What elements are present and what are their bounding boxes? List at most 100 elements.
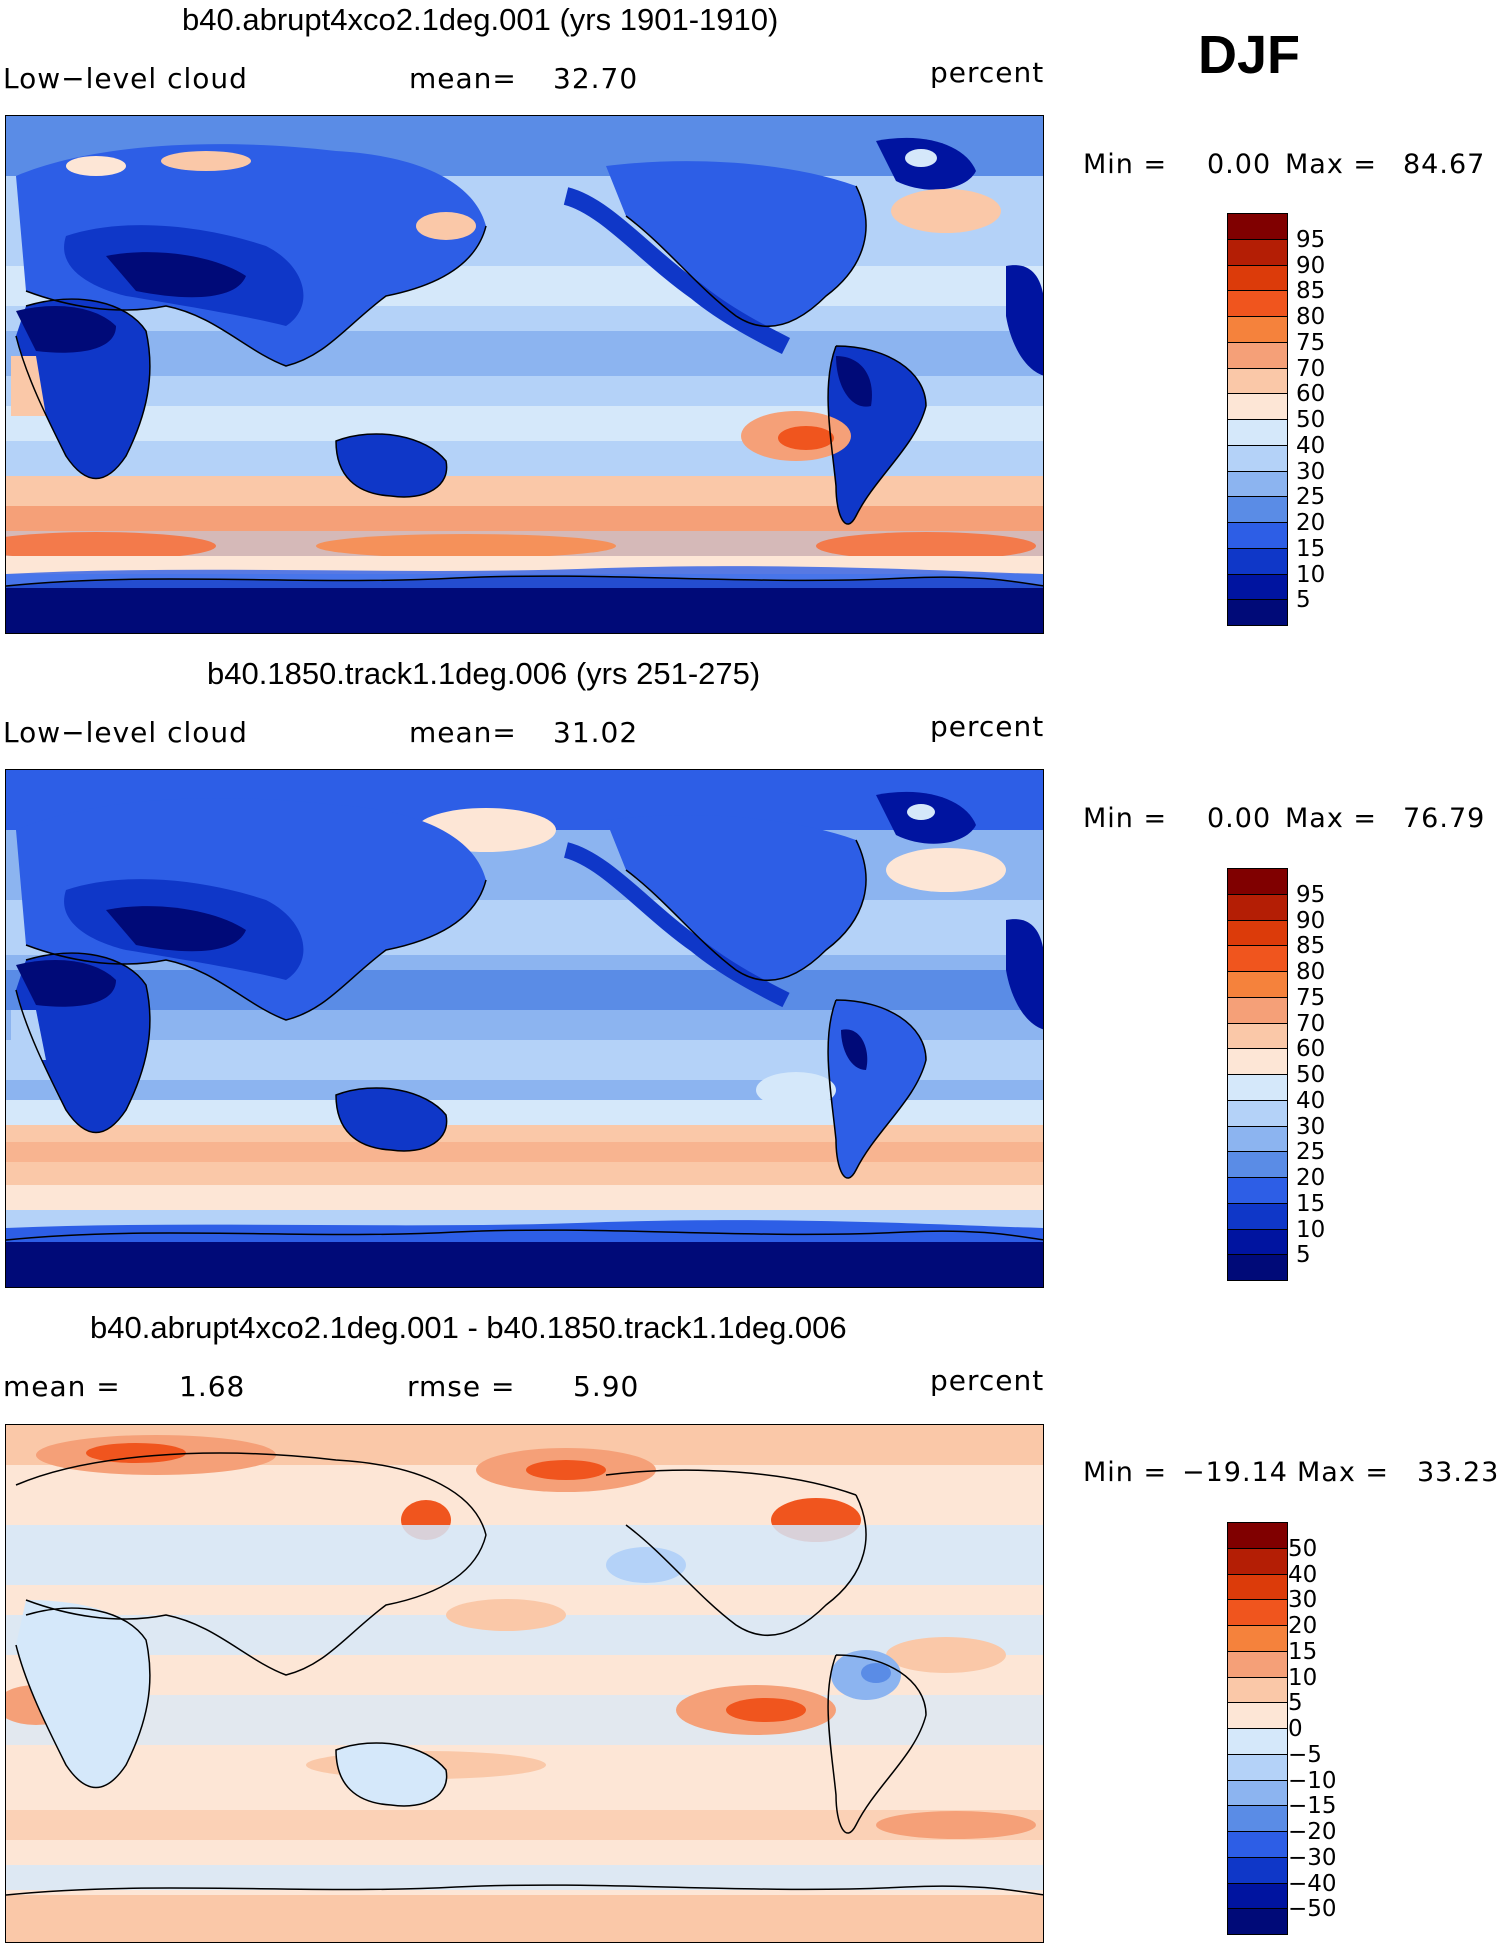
colorbar-tick-label: 75 (1296, 984, 1326, 1011)
panel-1-variable-label: Low−level cloud (3, 62, 248, 95)
colorbar-segment (1227, 1753, 1288, 1781)
colorbar-segment (1227, 1856, 1288, 1884)
colorbar-tick-label: 15 (1296, 535, 1326, 562)
colorbar-segment (1227, 1125, 1288, 1153)
panel-1-colorbar (1227, 213, 1290, 626)
panel-1-mean-value: 32.70 (553, 62, 639, 95)
panel-3-max-label: Max = (1297, 1457, 1390, 1488)
colorbar-tick-label: 15 (1296, 1190, 1326, 1217)
season-label: DJF (1198, 25, 1301, 85)
colorbar-tick-label: 85 (1296, 933, 1326, 960)
colorbar-segment (1227, 1022, 1288, 1050)
colorbar-tick-label: 20 (1288, 1613, 1318, 1639)
colorbar-tick-label: −15 (1288, 1793, 1337, 1820)
colorbar-segment (1227, 945, 1288, 972)
panel-2-min-value: 0.00 (1207, 803, 1272, 834)
colorbar-segment (1227, 213, 1288, 240)
colorbar-segment (1227, 1650, 1288, 1678)
colorbar-segment (1227, 1882, 1288, 1910)
panel-1-map-svg (6, 116, 1043, 633)
colorbar-segment (1227, 496, 1288, 523)
panel-2-mean-value: 31.02 (553, 716, 639, 749)
panel-3-mean-label: mean = (3, 1370, 121, 1403)
colorbar-tick-label: 95 (1296, 881, 1326, 908)
colorbar-segment (1227, 522, 1288, 549)
panel-2-map (5, 769, 1044, 1288)
colorbar-tick-label: 40 (1296, 432, 1326, 459)
colorbar-tick-label: 0 (1288, 1716, 1303, 1742)
panel-3-rmse-label: rmse = (407, 1370, 516, 1403)
colorbar-segment (1227, 1202, 1288, 1230)
panel-3-title: b40.abrupt4xco2.1deg.001 - b40.1850.trac… (90, 1310, 847, 1345)
colorbar-tick-label: −5 (1288, 1741, 1322, 1768)
colorbar-tick-label: 80 (1296, 959, 1326, 985)
colorbar-tick-label: 40 (1296, 1087, 1326, 1114)
colorbar-tick-label: 15 (1288, 1638, 1318, 1665)
colorbar-tick-label: 10 (1296, 1216, 1326, 1243)
colorbar-segment (1227, 367, 1288, 395)
panel-3-max-value: 33.23 (1417, 1457, 1499, 1488)
colorbar-tick-label: 75 (1296, 329, 1326, 356)
colorbar-tick-label: 25 (1296, 1139, 1326, 1166)
colorbar-tick-label: 60 (1296, 1036, 1326, 1063)
colorbar-segment (1227, 1151, 1288, 1178)
colorbar-tick-label: 60 (1296, 381, 1326, 408)
panel-3-map (5, 1424, 1044, 1943)
colorbar-segment (1227, 1779, 1288, 1807)
panel-3-rmse-value: 5.90 (573, 1370, 640, 1403)
colorbar-tick-label: 40 (1288, 1561, 1318, 1588)
colorbar-segment (1227, 868, 1288, 895)
colorbar-segment (1227, 1573, 1288, 1601)
colorbar-tick-label: 30 (1288, 1587, 1318, 1614)
panel-2-max-label: Max = (1285, 803, 1378, 834)
panel-2-max-value: 76.79 (1403, 803, 1486, 834)
colorbar-tick-label: 80 (1296, 304, 1326, 330)
panel-2-min-label: Min = (1083, 803, 1168, 834)
colorbar-tick-label: 5 (1296, 587, 1311, 614)
colorbar-segment (1227, 444, 1288, 472)
colorbar-segment (1227, 419, 1288, 446)
panel-1-min-value: 0.00 (1207, 149, 1272, 180)
colorbar-tick-label: −30 (1288, 1844, 1337, 1871)
colorbar-segment (1227, 971, 1288, 998)
colorbar-tick-label: 90 (1296, 907, 1326, 934)
colorbar-tick-label: 50 (1288, 1535, 1318, 1562)
colorbar-tick-label: 10 (1296, 561, 1326, 588)
colorbar-tick-label: 5 (1288, 1690, 1303, 1717)
colorbar-segment (1227, 1074, 1288, 1101)
colorbar-tick-label: 50 (1296, 407, 1326, 433)
colorbar-tick-label: 30 (1296, 1113, 1326, 1140)
colorbar-segment (1227, 1702, 1288, 1729)
panel-3-min-label: Min = (1083, 1457, 1168, 1488)
panel-1-max-value: 84.67 (1403, 149, 1486, 180)
colorbar-segment (1227, 1254, 1288, 1281)
panel-2-colorbar (1227, 868, 1290, 1281)
colorbar-tick-label: 30 (1296, 458, 1326, 485)
colorbar-tick-label: 5 (1296, 1242, 1311, 1269)
colorbar-segment (1227, 316, 1288, 343)
colorbar-segment (1227, 893, 1288, 921)
colorbar-tick-label: −20 (1288, 1819, 1337, 1845)
colorbar-segment (1227, 1625, 1288, 1652)
colorbar-tick-label: 70 (1296, 1010, 1326, 1037)
colorbar-segment (1227, 393, 1288, 420)
panel-2-title: b40.1850.track1.1deg.006 (yrs 251-275) (207, 656, 761, 691)
colorbar-tick-label: 85 (1296, 278, 1326, 305)
panel-1-title: b40.abrupt4xco2.1deg.001 (yrs 1901-1910) (182, 2, 779, 37)
colorbar-segment (1227, 1048, 1288, 1075)
panel-3-map-svg (6, 1425, 1043, 1942)
colorbar-tick-label: 50 (1296, 1062, 1326, 1088)
colorbar-tick-label: 95 (1296, 226, 1326, 253)
panel-1-min-label: Min = (1083, 149, 1168, 180)
colorbar-segment (1227, 996, 1288, 1024)
colorbar-segment (1227, 1177, 1288, 1204)
colorbar-tick-label: −50 (1288, 1896, 1337, 1923)
panel-2-mean-label: mean= (409, 716, 517, 749)
colorbar-segment (1227, 1831, 1288, 1858)
colorbar-tick-label: 20 (1296, 510, 1326, 536)
panel-3-colorbar (1227, 1522, 1290, 1935)
colorbar-tick-label: 90 (1296, 252, 1326, 279)
colorbar-segment (1227, 470, 1288, 498)
colorbar-segment (1227, 1908, 1288, 1935)
panel-1-map (5, 115, 1044, 634)
